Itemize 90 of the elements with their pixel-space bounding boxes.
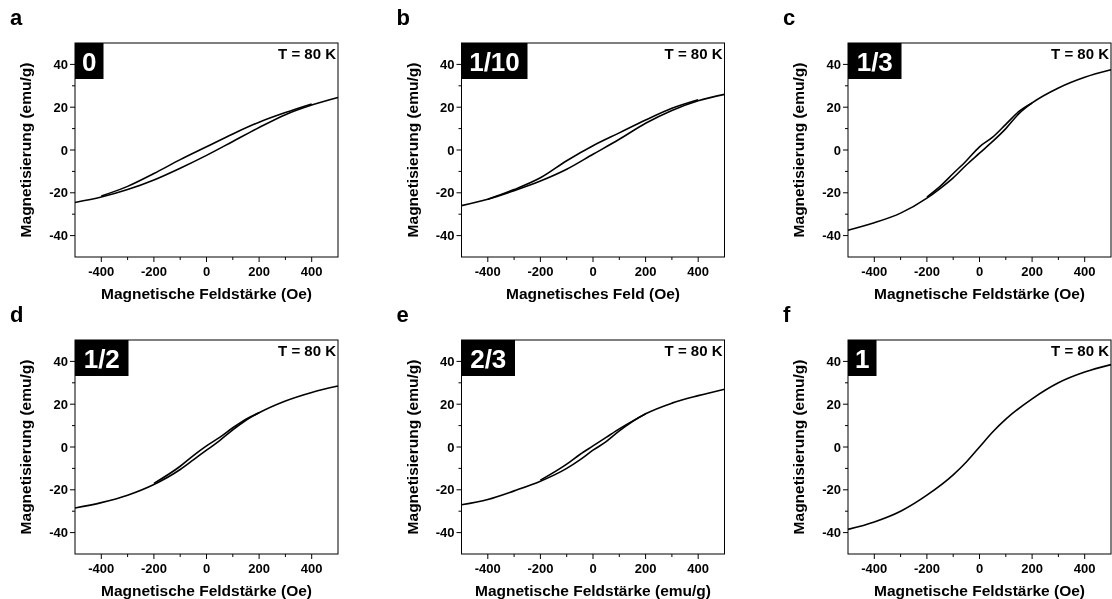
x-tick-label: -200 bbox=[527, 264, 554, 279]
x-tick-label: -200 bbox=[913, 561, 940, 576]
x-tick-label: 400 bbox=[300, 561, 323, 576]
annotation: T = 80 K bbox=[278, 342, 337, 359]
annotation: 2/3 bbox=[470, 344, 507, 374]
y-tick-label: 40 bbox=[440, 56, 455, 72]
y-tick-label: 20 bbox=[440, 396, 455, 412]
x-tick-label: 200 bbox=[634, 264, 657, 279]
chart-title: c bbox=[783, 5, 796, 30]
y-tick-label: 20 bbox=[826, 396, 841, 412]
x-axis-title: Magnetisches Feld (Oe) bbox=[506, 285, 680, 302]
y-tick-label: 0 bbox=[447, 142, 455, 158]
y-axis-title: Magnetisierung (emu/g) bbox=[17, 359, 34, 535]
x-tick-label: 200 bbox=[634, 561, 657, 576]
x-tick-label: 0 bbox=[202, 561, 211, 576]
chart-title: a bbox=[10, 5, 23, 30]
annotation: 1/2 bbox=[83, 344, 120, 374]
y-tick-label: 0 bbox=[60, 439, 68, 455]
annotation: 1/3 bbox=[856, 47, 893, 77]
x-axis-title: Magnetische Feldstärke (emu/g) bbox=[474, 582, 712, 599]
y-tick-label: 0 bbox=[60, 142, 68, 158]
y-tick-label: 0 bbox=[447, 439, 455, 455]
x-tick-label: 200 bbox=[1021, 264, 1043, 279]
annotation: 1/10 bbox=[469, 47, 520, 77]
x-tick-label: -400 bbox=[88, 264, 115, 279]
y-tick-label: 0 bbox=[833, 142, 841, 158]
y-axis-title: Magnetisierung (emu/g) bbox=[790, 359, 807, 535]
y-tick-label: 40 bbox=[53, 353, 68, 369]
y-tick-label: 20 bbox=[53, 99, 68, 115]
y-tick-label: -20 bbox=[822, 185, 841, 201]
y-axis-title: Magnetisierung (emu/g) bbox=[403, 359, 421, 535]
x-tick-label: -400 bbox=[474, 264, 501, 279]
y-axis-title: Magnetisierung (emu/g) bbox=[17, 62, 34, 238]
annotation: 1 bbox=[855, 344, 870, 374]
x-tick-label: 400 bbox=[1073, 264, 1096, 279]
x-tick-label: 0 bbox=[589, 561, 597, 576]
x-tick-label: 0 bbox=[589, 264, 597, 279]
y-tick-label: 20 bbox=[826, 99, 841, 115]
y-tick-label: -40 bbox=[49, 228, 68, 244]
y-tick-label: -20 bbox=[49, 482, 68, 498]
x-tick-label: -400 bbox=[861, 561, 888, 576]
y-tick-label: 0 bbox=[833, 439, 841, 455]
y-tick-label: 40 bbox=[53, 56, 68, 72]
y-tick-label: 40 bbox=[440, 353, 455, 369]
y-tick-label: -40 bbox=[822, 228, 841, 244]
x-tick-label: 400 bbox=[687, 561, 710, 576]
x-tick-label: 0 bbox=[202, 264, 211, 279]
x-tick-label: -400 bbox=[474, 561, 501, 576]
y-tick-label: -20 bbox=[822, 482, 841, 498]
annotation: T = 80 K bbox=[278, 45, 337, 62]
x-axis-title: Magnetische Feldstärke (Oe) bbox=[100, 285, 313, 302]
annotation: T = 80 K bbox=[664, 45, 723, 62]
chart-title: e bbox=[396, 302, 409, 327]
x-tick-label: 0 bbox=[975, 561, 984, 576]
y-tick-label: -40 bbox=[822, 525, 841, 541]
x-tick-label: -200 bbox=[913, 264, 940, 279]
y-tick-label: 20 bbox=[440, 99, 455, 115]
x-tick-label: -400 bbox=[88, 561, 115, 576]
x-tick-label: -200 bbox=[140, 561, 167, 576]
y-tick-label: 40 bbox=[826, 353, 841, 369]
x-tick-label: -200 bbox=[140, 264, 167, 279]
y-tick-label: -40 bbox=[435, 525, 455, 541]
y-tick-label: -40 bbox=[435, 228, 455, 244]
chart-title: b bbox=[396, 5, 410, 30]
x-tick-label: 400 bbox=[1073, 561, 1096, 576]
chart-title: f bbox=[783, 302, 791, 327]
x-tick-label: -400 bbox=[861, 264, 888, 279]
annotation: 0 bbox=[82, 47, 97, 77]
y-tick-label: -20 bbox=[435, 482, 455, 498]
x-tick-label: 200 bbox=[248, 561, 270, 576]
x-tick-label: 200 bbox=[248, 264, 270, 279]
annotation: T = 80 K bbox=[664, 342, 723, 359]
x-tick-label: 400 bbox=[687, 264, 710, 279]
x-axis-title: Magnetische Feldstärke (Oe) bbox=[873, 582, 1086, 599]
x-tick-label: -200 bbox=[527, 561, 554, 576]
annotation: T = 80 K bbox=[1051, 45, 1110, 62]
x-axis-title: Magnetische Feldstärke (Oe) bbox=[100, 582, 313, 599]
x-tick-label: 0 bbox=[975, 264, 984, 279]
chart-title: d bbox=[10, 302, 24, 327]
y-tick-label: -20 bbox=[435, 185, 455, 201]
y-tick-label: -20 bbox=[49, 185, 68, 201]
y-axis-title: Magnetisierung (emu/g) bbox=[403, 62, 421, 238]
x-tick-label: 400 bbox=[300, 264, 323, 279]
y-tick-label: -40 bbox=[49, 525, 68, 541]
y-tick-label: 20 bbox=[53, 396, 68, 412]
x-axis-title: Magnetische Feldstärke (Oe) bbox=[873, 285, 1086, 302]
x-tick-label: 200 bbox=[1021, 561, 1043, 576]
y-tick-label: 40 bbox=[826, 56, 841, 72]
y-axis-title: Magnetisierung (emu/g) bbox=[790, 62, 807, 238]
annotation: T = 80 K bbox=[1051, 342, 1110, 359]
